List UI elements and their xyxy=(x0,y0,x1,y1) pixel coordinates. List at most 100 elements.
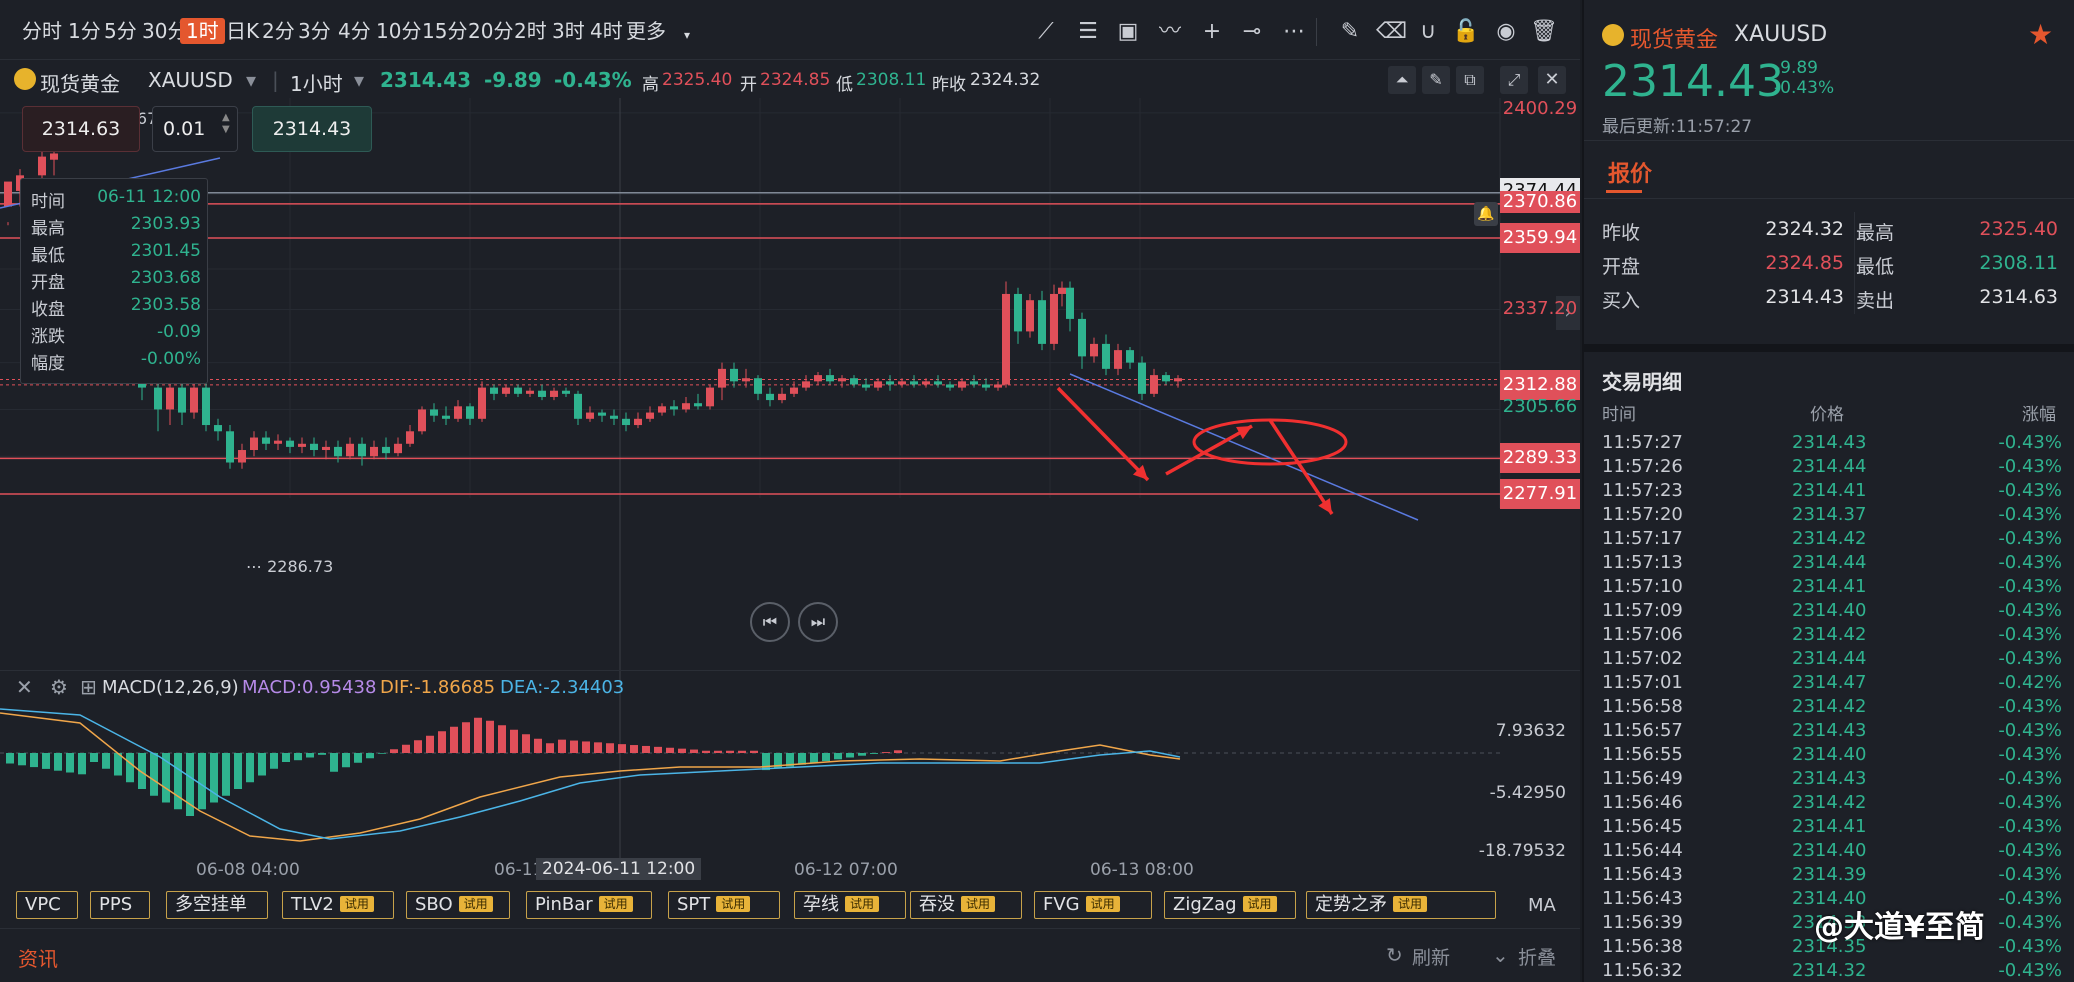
timeframe-10[interactable]: 15分 xyxy=(422,19,468,43)
timeframe-0[interactable]: 分时 xyxy=(22,19,62,43)
timeframe-13[interactable]: 3时 xyxy=(552,19,585,43)
add-icon[interactable]: ⊞ xyxy=(80,675,97,699)
fib-icon[interactable]: ☰ xyxy=(1078,19,1098,44)
close-icon[interactable]: ✕ xyxy=(16,675,33,699)
timeframe-11[interactable]: 20分 xyxy=(468,19,514,43)
macd-bar xyxy=(762,753,770,771)
trade-time: 11:56:38 xyxy=(1602,936,1683,957)
fold-icon[interactable]: ⌄ xyxy=(1492,943,1509,967)
tab-quote[interactable]: 报价 xyxy=(1608,162,1653,187)
expand-icon[interactable]: ⤢ xyxy=(1500,66,1528,94)
trendline-icon[interactable]: ⟋ xyxy=(1038,19,1054,44)
lot-size-input[interactable]: 0.01 xyxy=(152,106,238,152)
symbol-name[interactable]: 现货黄金 xyxy=(40,72,120,96)
indicator-8[interactable]: 吞没 试用 xyxy=(910,891,1022,919)
timeframe-8[interactable]: 4分 xyxy=(338,19,371,43)
magnet-icon[interactable]: ∪ xyxy=(1419,19,1437,44)
timeframe-1[interactable]: 1分 xyxy=(68,19,101,43)
timeframe-9[interactable]: 10分 xyxy=(376,19,422,43)
chart-style-icon[interactable]: ⏶ xyxy=(1388,66,1416,94)
macd-value: MACD:0.95438 xyxy=(242,677,377,698)
indicator-icon[interactable]: 〰 xyxy=(1158,19,1181,44)
sell-price-button[interactable]: 2314.63 xyxy=(22,106,140,152)
timeframe-14[interactable]: 4时 xyxy=(590,19,623,43)
trash-icon[interactable]: 🗑 xyxy=(1530,19,1558,44)
edit-icon[interactable]: ✎ xyxy=(1340,19,1360,44)
candle xyxy=(946,381,954,391)
trade-change: -0.43% xyxy=(1998,648,2062,669)
chevron-down-icon[interactable]: ▾ xyxy=(246,68,257,92)
lock-icon[interactable]: 🔓 xyxy=(1452,19,1480,44)
tooltip-row: 幅度 -0.00% xyxy=(31,349,201,375)
candle xyxy=(502,384,510,397)
indicator-10[interactable]: ZigZag 试用 xyxy=(1164,891,1296,919)
divider xyxy=(1584,140,2074,141)
trade-price: 2314.41 xyxy=(1792,576,1867,597)
bell-icon[interactable]: 🔔 xyxy=(1474,202,1498,226)
eraser-icon[interactable]: ⌫ xyxy=(1376,19,1408,44)
image-icon[interactable]: ▣ xyxy=(1117,19,1139,44)
indicator-5[interactable]: PinBar 试用 xyxy=(526,891,652,919)
trade-price: 2314.37 xyxy=(1792,504,1867,525)
candle xyxy=(1066,281,1074,332)
macd-bar xyxy=(798,753,806,765)
candle-icon[interactable]: ⧉ xyxy=(1456,66,1484,94)
close-icon[interactable]: ✕ xyxy=(1538,66,1566,94)
timeframe-7[interactable]: 3分 xyxy=(298,19,331,43)
macd-bar xyxy=(378,753,386,754)
refresh-button[interactable]: 刷新 xyxy=(1412,947,1451,969)
macd-bar xyxy=(234,753,242,789)
interval-select[interactable]: 1小时 xyxy=(290,72,343,96)
trade-change: -0.43% xyxy=(1998,888,2062,909)
crosshair-icon[interactable]: + xyxy=(1202,19,1222,44)
indicator-1[interactable]: PPS xyxy=(90,891,150,919)
macd-bar xyxy=(18,753,26,766)
news-title[interactable]: 资讯 xyxy=(18,947,58,971)
indicator-3[interactable]: TLV2 试用 xyxy=(282,891,394,919)
quote-code: XAUUSD xyxy=(1734,22,1828,47)
hline-icon[interactable]: ⊸ xyxy=(1242,19,1262,44)
skip-forward-icon[interactable]: ⏭ xyxy=(798,602,838,642)
timeframe-15[interactable]: 更多 xyxy=(626,19,666,43)
eye-icon[interactable]: ◉ xyxy=(1496,19,1516,44)
timeframe-3[interactable]: 30分 xyxy=(142,19,188,43)
settings-icon[interactable]: ⚙ xyxy=(50,675,68,699)
macd-bar xyxy=(738,750,746,753)
timeframe-6[interactable]: 2分 xyxy=(262,19,295,43)
symbol-code[interactable]: XAUUSD xyxy=(148,68,233,92)
trade-price: 2314.44 xyxy=(1792,552,1867,573)
star-icon[interactable]: ★ xyxy=(2028,18,2054,51)
indicator-label: ZigZag xyxy=(1173,894,1237,915)
timeframe-12[interactable]: 2时 xyxy=(514,19,547,43)
ma-label[interactable]: MA xyxy=(1528,895,1556,916)
pen-icon[interactable]: ✎ xyxy=(1422,66,1450,94)
trade-change: -0.43% xyxy=(1998,624,2062,645)
chevron-down-icon[interactable]: ▾ xyxy=(354,68,365,92)
fold-button[interactable]: 折叠 xyxy=(1518,947,1557,969)
indicator-7[interactable]: 孕线 试用 xyxy=(794,891,906,919)
macd-bar xyxy=(858,753,866,756)
chevron-right-icon[interactable]: › xyxy=(1556,296,1580,330)
more-dots-icon[interactable]: ⋯ xyxy=(1283,19,1305,44)
stepper-icon[interactable]: ▲ ▼ xyxy=(222,112,230,135)
chevron-down-icon[interactable]: ▾ xyxy=(684,28,691,42)
skip-back-icon[interactable]: ⏮ xyxy=(750,602,790,642)
timeframe-4[interactable]: 1时 xyxy=(180,18,225,44)
indicator-9[interactable]: FVG 试用 xyxy=(1034,891,1152,919)
candlestick-chart[interactable]: ⋯ 2387.67⋯ 2286.73 2314.63 0.01 ▲▼ 2314.… xyxy=(0,98,1580,670)
refresh-icon[interactable]: ↻ xyxy=(1386,943,1403,967)
indicator-11[interactable]: 定势之矛 试用 xyxy=(1306,891,1496,919)
indicator-2[interactable]: 多空挂单 xyxy=(166,891,268,919)
candle xyxy=(262,431,270,451)
price-change-pct: -0.43% xyxy=(554,68,632,92)
tooltip-row: 开盘 2303.68 xyxy=(31,268,201,294)
indicator-0[interactable]: VPC xyxy=(16,891,78,919)
time-tick: 06-12 07:00 xyxy=(794,860,898,880)
timeframe-2[interactable]: 5分 xyxy=(104,19,137,43)
macd-bar xyxy=(630,745,638,753)
timeframe-5[interactable]: 日K xyxy=(226,19,260,43)
indicator-4[interactable]: SBO 试用 xyxy=(406,891,510,919)
buy-price-button[interactable]: 2314.43 xyxy=(252,106,372,152)
macd-bar xyxy=(402,744,410,753)
indicator-6[interactable]: SPT 试用 xyxy=(668,891,780,919)
